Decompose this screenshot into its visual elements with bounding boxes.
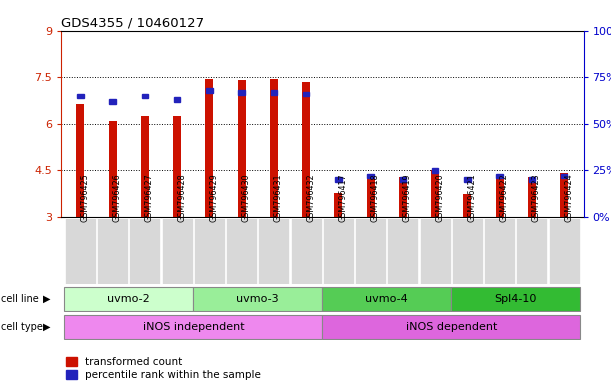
Bar <box>400 177 406 182</box>
FancyBboxPatch shape <box>226 218 257 284</box>
Bar <box>77 94 84 98</box>
Text: GSM796418: GSM796418 <box>371 174 379 222</box>
FancyBboxPatch shape <box>193 287 323 311</box>
Bar <box>174 97 180 102</box>
Bar <box>303 92 309 96</box>
Bar <box>173 116 181 217</box>
Bar <box>496 175 503 217</box>
Text: GSM796424: GSM796424 <box>564 174 573 222</box>
Bar <box>528 177 536 217</box>
Text: GSM796426: GSM796426 <box>112 174 122 222</box>
Bar <box>463 194 472 217</box>
FancyBboxPatch shape <box>516 218 547 284</box>
Bar <box>561 174 568 178</box>
Text: GSM796425: GSM796425 <box>81 174 89 222</box>
Text: GSM796417: GSM796417 <box>338 174 348 222</box>
FancyBboxPatch shape <box>130 218 161 284</box>
Bar <box>367 174 375 217</box>
Text: GSM796419: GSM796419 <box>403 174 412 222</box>
FancyBboxPatch shape <box>484 218 515 284</box>
FancyBboxPatch shape <box>65 218 96 284</box>
Bar <box>76 104 84 217</box>
Text: GSM796421: GSM796421 <box>467 174 477 222</box>
FancyBboxPatch shape <box>387 218 419 284</box>
Bar <box>529 177 535 182</box>
FancyBboxPatch shape <box>64 315 323 339</box>
FancyBboxPatch shape <box>355 218 386 284</box>
Bar <box>464 177 470 182</box>
Bar <box>399 177 407 217</box>
Text: GSM796429: GSM796429 <box>210 174 219 222</box>
FancyBboxPatch shape <box>323 218 354 284</box>
Text: GSM796428: GSM796428 <box>177 174 186 222</box>
Bar <box>142 94 148 98</box>
FancyBboxPatch shape <box>323 315 580 339</box>
FancyBboxPatch shape <box>291 218 321 284</box>
Bar <box>109 121 117 217</box>
Text: iNOS independent: iNOS independent <box>142 322 244 332</box>
FancyBboxPatch shape <box>323 287 452 311</box>
Bar <box>367 174 374 178</box>
Bar <box>205 79 213 217</box>
FancyBboxPatch shape <box>162 218 192 284</box>
Text: GSM796431: GSM796431 <box>274 174 283 222</box>
Text: uvmo-4: uvmo-4 <box>365 294 408 304</box>
Bar <box>432 168 438 173</box>
Bar <box>206 88 213 93</box>
Bar <box>271 90 277 94</box>
Text: GSM796420: GSM796420 <box>435 174 444 222</box>
Text: uvmo-2: uvmo-2 <box>108 294 150 304</box>
Bar <box>335 177 342 182</box>
Bar <box>560 173 568 217</box>
Bar <box>496 174 503 178</box>
Text: uvmo-3: uvmo-3 <box>236 294 279 304</box>
FancyBboxPatch shape <box>420 218 451 284</box>
Bar <box>334 193 342 217</box>
Text: GDS4355 / 10460127: GDS4355 / 10460127 <box>61 17 204 30</box>
Bar <box>431 170 439 217</box>
Text: GSM796423: GSM796423 <box>532 174 541 222</box>
Text: cell type: cell type <box>1 322 43 332</box>
Bar <box>270 79 278 217</box>
Bar <box>302 82 310 217</box>
Bar <box>141 116 149 217</box>
Bar <box>238 90 245 94</box>
Text: ▶: ▶ <box>43 294 50 304</box>
FancyBboxPatch shape <box>194 218 225 284</box>
FancyBboxPatch shape <box>452 218 483 284</box>
Bar <box>238 80 246 217</box>
Text: GSM796427: GSM796427 <box>145 174 154 222</box>
FancyBboxPatch shape <box>258 218 290 284</box>
Text: Spl4-10: Spl4-10 <box>494 294 537 304</box>
Bar <box>109 99 116 104</box>
FancyBboxPatch shape <box>549 218 580 284</box>
FancyBboxPatch shape <box>97 218 128 284</box>
Text: cell line: cell line <box>1 294 38 304</box>
Text: GSM796432: GSM796432 <box>306 174 315 222</box>
Legend: transformed count, percentile rank within the sample: transformed count, percentile rank withi… <box>67 357 261 380</box>
Text: GSM796430: GSM796430 <box>242 174 251 222</box>
Text: iNOS dependent: iNOS dependent <box>406 322 497 332</box>
Text: GSM796422: GSM796422 <box>500 174 509 222</box>
Text: ▶: ▶ <box>43 322 50 332</box>
FancyBboxPatch shape <box>452 287 580 311</box>
FancyBboxPatch shape <box>64 287 193 311</box>
